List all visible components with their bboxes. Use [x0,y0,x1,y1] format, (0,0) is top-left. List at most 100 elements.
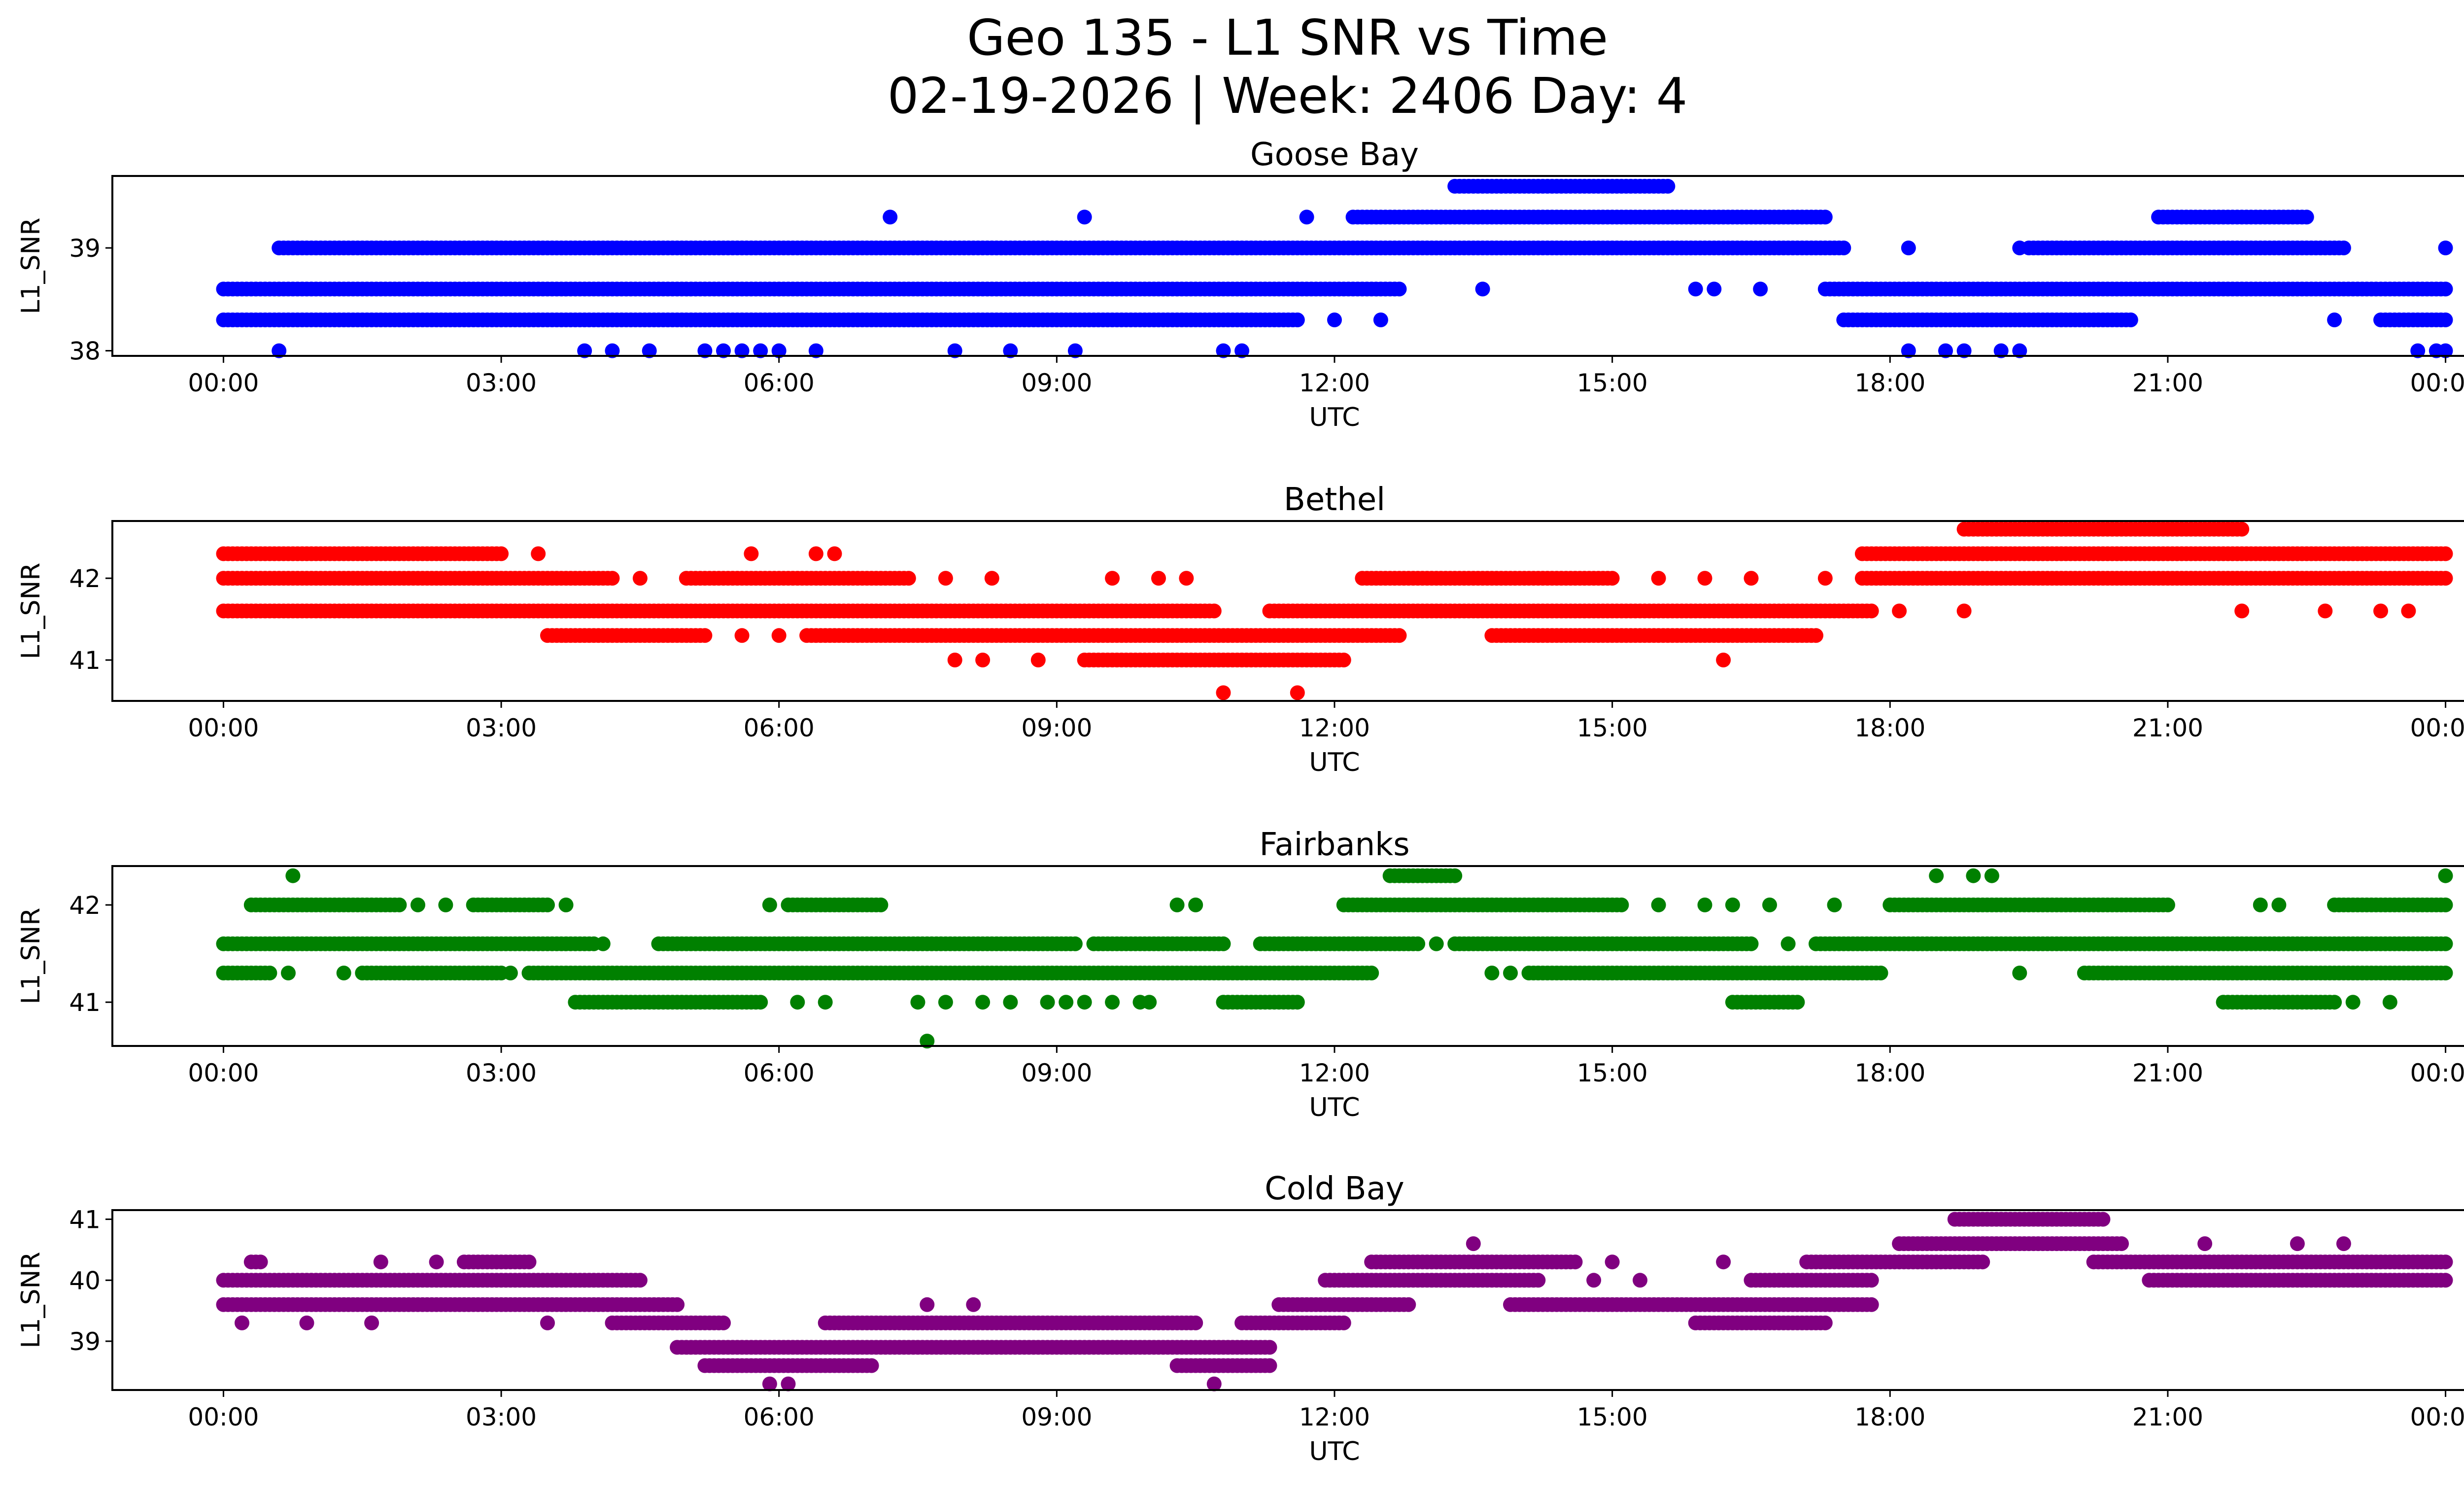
data-point [2438,281,2453,297]
data-point [910,995,925,1010]
x-tick-label: 03:00 [466,369,537,397]
data-point [521,1254,537,1270]
x-tick-label: 18:00 [1854,1059,1925,1087]
data-point [1697,571,1712,586]
x-axis-label: UTC [1309,403,1360,432]
data-point [1633,1273,1647,1288]
data-point [1003,343,1018,358]
data-point [771,628,787,643]
data-point [762,897,777,912]
data-point [2410,343,2426,358]
data-point [1651,897,1666,912]
x-tick-label: 15:00 [1577,714,1648,742]
data-point [2438,546,2453,561]
data-point [2095,1212,2111,1227]
data-point [1716,1254,1731,1270]
data-point [975,653,991,667]
subplot-title: Fairbanks [1259,827,1409,863]
data-point [883,209,898,225]
data-point [2438,1273,2453,1288]
data-point [1716,653,1731,667]
data-point [1364,966,1379,980]
data-point [1290,313,1305,327]
data-point [938,571,953,586]
data-point [1901,241,1916,255]
y-tick-label: 41 [69,1206,101,1234]
data-point [2299,209,2314,225]
data-point [1059,995,1074,1010]
data-point [1105,571,1120,586]
y-tick-label: 42 [69,891,101,920]
data-point [392,897,407,912]
y-tick-label: 38 [69,337,101,366]
x-tick-label: 00:00 [2410,369,2464,397]
data-point [744,546,759,561]
data-point [1762,897,1777,912]
data-point [2438,868,2453,883]
data-point [2012,966,2027,980]
data-point [1188,897,1203,912]
x-tick-label: 03:00 [466,1059,537,1087]
data-point [1299,209,1314,225]
axes-frame [111,175,2464,357]
x-axis-label: UTC [1309,1437,1360,1466]
data-point [438,897,453,912]
data-point [1864,1273,1879,1288]
data-point [2438,966,2453,980]
data-point [1809,628,1823,643]
data-point [1780,936,1796,951]
data-point [2438,313,2453,327]
data-series [216,522,2453,700]
data-point [1984,868,1999,883]
data-point [503,966,518,980]
data-point [781,1376,796,1391]
data-point [1336,653,1351,667]
data-point [864,1358,879,1373]
data-point [790,995,805,1010]
data-point [1151,571,1166,586]
x-tick-label: 03:00 [466,1403,537,1431]
data-point [577,343,592,358]
data-point [299,1315,314,1330]
data-point [558,897,574,912]
data-point [272,343,287,358]
x-tick-label: 15:00 [1577,369,1648,397]
data-point [1262,1340,1277,1355]
data-point [540,897,555,912]
data-point [1067,936,1083,951]
data-point [947,653,962,667]
data-point [947,343,962,358]
data-series [216,868,2453,1049]
data-point [1892,603,1907,619]
data-point [2271,897,2287,912]
data-point [1568,1254,1583,1270]
data-point [984,571,999,586]
data-point [697,628,713,643]
data-point [1836,241,1851,255]
data-point [2114,1236,2129,1252]
data-point [1864,1297,1879,1312]
data-point [1169,897,1185,912]
data-point [827,546,842,561]
data-point [1753,281,1768,297]
y-axis-label: L1_SNR [16,217,46,314]
data-point [2345,995,2361,1010]
data-point [235,1315,249,1330]
data-point [1429,936,1444,951]
x-tick-label: 18:00 [1854,369,1925,397]
data-point [753,343,768,358]
data-point [697,343,713,358]
data-point [1206,603,1222,619]
data-point [1651,571,1666,586]
data-point [1327,313,1342,327]
data-point [1234,343,1250,358]
data-point [1392,628,1407,643]
data-point [1466,1236,1481,1252]
x-tick-label: 21:00 [2132,1403,2203,1431]
data-point [605,571,620,586]
data-point [1030,653,1046,667]
data-point [1605,1254,1620,1270]
data-point [2012,241,2027,255]
